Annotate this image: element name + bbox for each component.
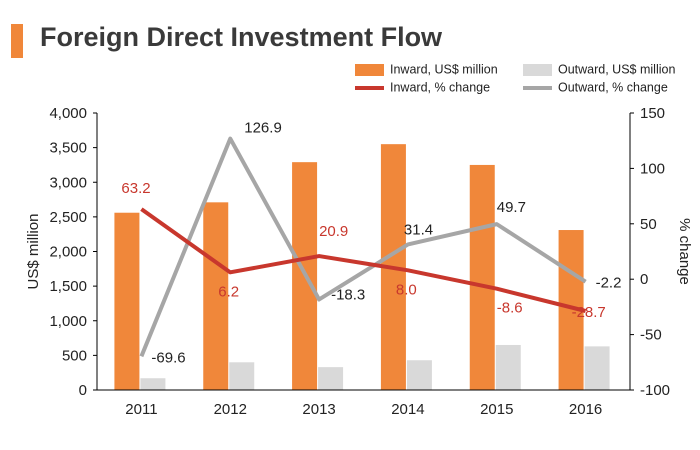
bar-outward-2011 xyxy=(140,378,166,390)
y-right-tick-label: -100 xyxy=(640,382,670,399)
x-tick-label: 2012 xyxy=(214,401,247,418)
y-left-tick-label: 1,000 xyxy=(49,313,87,330)
y-right-tick-label: 0 xyxy=(640,271,648,288)
bar-inward-2012 xyxy=(203,202,229,390)
y-left-tick-label: 3,500 xyxy=(49,140,87,157)
bar-outward-2015 xyxy=(495,344,521,390)
legend-label-inward-bar: Inward, US$ million xyxy=(390,62,498,77)
bar-inward-2015 xyxy=(469,164,495,390)
y-right-tick-label: -50 xyxy=(640,327,662,344)
legend-swatch-inward-line xyxy=(355,85,384,90)
bar-outward-2016 xyxy=(584,346,610,390)
y-left-tick-label: 2,000 xyxy=(49,244,87,261)
chart-title: Foreign Direct Investment Flow xyxy=(40,22,443,52)
x-tick-label: 2011 xyxy=(125,401,157,418)
y-left-tick-label: 0 xyxy=(79,382,87,399)
legend-label-outward-line: Outward, % change xyxy=(558,80,668,95)
data-label-outward-pct: -69.6 xyxy=(151,349,185,366)
y-left-tick-label: 3,000 xyxy=(49,174,87,191)
legend-label-outward-bar: Outward, US$ million xyxy=(558,62,676,77)
x-tick-label: 2014 xyxy=(391,401,424,418)
y-axis-right-title: % change xyxy=(676,218,693,285)
data-label-outward-pct: 126.9 xyxy=(244,120,282,137)
data-label-inward-pct: 63.2 xyxy=(121,180,150,197)
data-label-outward-pct: 49.7 xyxy=(497,199,526,216)
data-label-inward-pct: 6.2 xyxy=(218,283,239,300)
title-accent-bar xyxy=(11,24,23,58)
data-label-outward-pct: -18.3 xyxy=(331,286,365,303)
y-right-tick-label: 50 xyxy=(640,216,657,233)
data-label-inward-pct: 20.9 xyxy=(319,223,348,240)
y-left-tick-label: 500 xyxy=(62,347,87,364)
legend-label-inward-line: Inward, % change xyxy=(390,80,491,95)
y-axis-left-title: US$ million xyxy=(25,214,42,290)
legend-swatch-outward-bar xyxy=(523,63,552,76)
x-tick-label: 2013 xyxy=(302,401,335,418)
data-label-inward-pct: -8.6 xyxy=(497,300,523,317)
legend-item-outward-bar: Outward, US$ million xyxy=(523,62,675,77)
x-tick-label: 2015 xyxy=(480,401,513,418)
data-label-outward-pct: -2.2 xyxy=(596,275,622,292)
legend-item-inward-line: Inward, % change xyxy=(355,80,490,95)
legend-swatch-outward-line xyxy=(523,85,552,90)
y-left-tick-label: 2,500 xyxy=(49,209,87,226)
x-tick-label: 2016 xyxy=(569,401,602,418)
line-outward-pct-change xyxy=(139,136,587,358)
legend-item-outward-line: Outward, % change xyxy=(523,80,668,95)
legend-item-inward-bar: Inward, US$ million xyxy=(355,62,498,77)
data-label-inward-pct: 8.0 xyxy=(396,281,417,298)
bar-outward-2013 xyxy=(318,367,344,390)
bar-outward-2014 xyxy=(406,360,432,390)
legend-swatch-inward-bar xyxy=(355,63,384,76)
y-right-tick-label: 150 xyxy=(640,105,665,122)
line-inward-pct-change xyxy=(140,207,587,313)
y-left-tick-label: 4,000 xyxy=(49,105,87,122)
data-label-inward-pct: -28.7 xyxy=(572,304,606,321)
y-right-tick-label: 100 xyxy=(640,160,665,177)
bar-outward-2012 xyxy=(229,362,255,390)
data-label-outward-pct: 31.4 xyxy=(404,221,433,238)
y-left-tick-label: 1,500 xyxy=(49,278,87,295)
bar-inward-2011 xyxy=(114,212,140,390)
